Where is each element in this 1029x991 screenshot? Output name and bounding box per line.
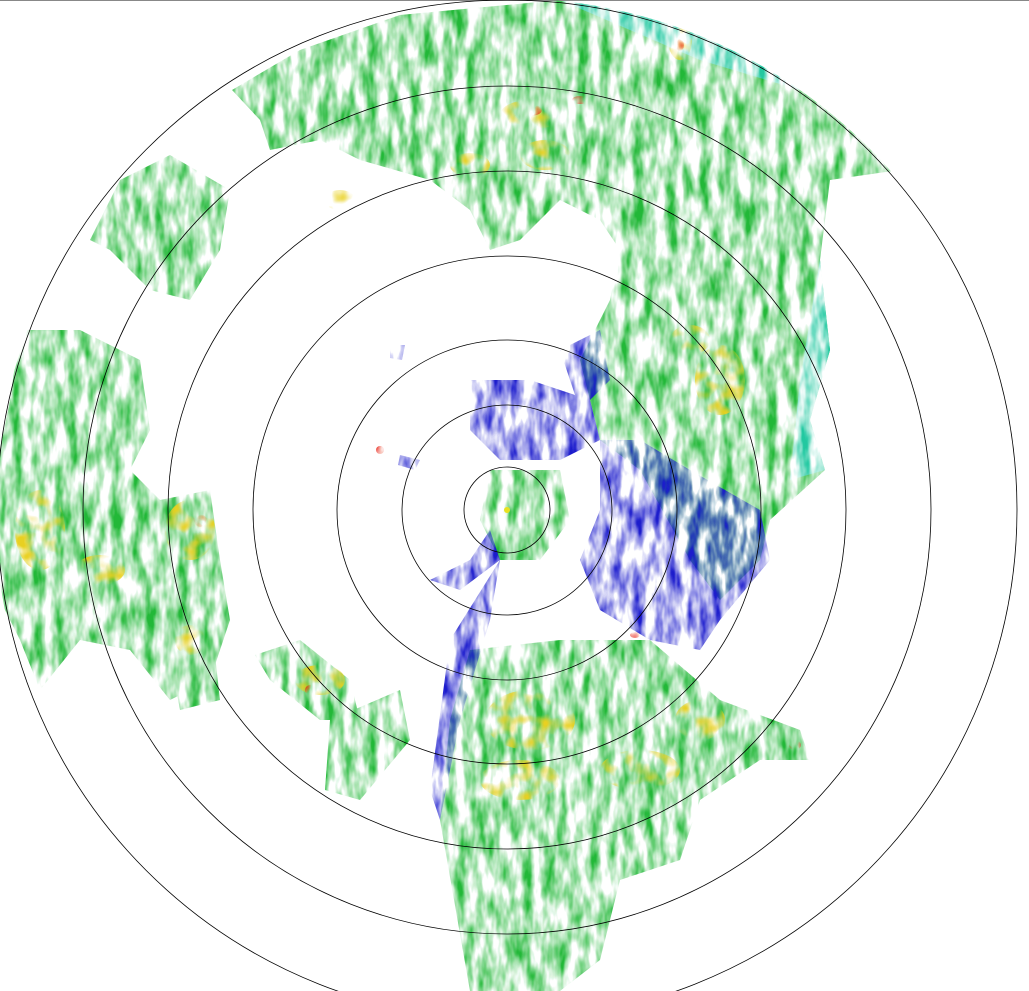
intense-echo-cell [193,503,207,527]
heavy-echo-cell [75,555,125,585]
weak-echo-region [560,330,610,410]
intense-echo-cell [305,685,315,695]
weak-echo-region [430,560,500,820]
range-ring [401,404,613,616]
heavy-echo-cell [165,500,215,560]
moderate-echo-region [232,0,900,600]
heavy-echo-cell [295,665,345,695]
heavy-echo-cell [485,690,575,750]
moderate-echo-region [90,155,230,300]
heavy-echo-cell [600,750,680,790]
heavy-echo-cell [480,760,560,800]
radar-site-marker [504,507,510,513]
heavy-echo-cell [15,490,65,570]
heavy-echo-cell [695,345,745,415]
heavy-echo-cell [325,190,355,210]
intense-echo-cell [676,39,684,51]
heavy-echo-cell [450,153,490,177]
heavy-echo-cell [675,700,725,740]
weak-echo-region [470,380,600,460]
light-echo-region [560,0,830,90]
intense-echo-cell [572,96,588,104]
moderate-echo-region [325,690,410,800]
heavy-echo-cell [520,140,570,170]
moderate-echo-region [480,470,570,560]
top-border [0,0,1029,1]
intense-echo-cell [376,446,384,454]
range-ring [82,85,932,935]
range-ring [336,339,678,681]
range-ring [252,255,762,765]
range-ring [463,466,551,554]
heavy-echo-cell [670,325,710,355]
intense-echo-cell [518,104,542,116]
moderate-echo-region [440,640,810,991]
light-echo-region [790,260,830,480]
intense-echo-cell [789,740,801,750]
intense-echo-cell [630,632,640,638]
weak-echo-region [398,455,420,470]
weak-echo-region [580,440,770,650]
range-ring [167,170,847,850]
weak-echo-region [390,345,405,360]
echo-layer [0,0,900,991]
